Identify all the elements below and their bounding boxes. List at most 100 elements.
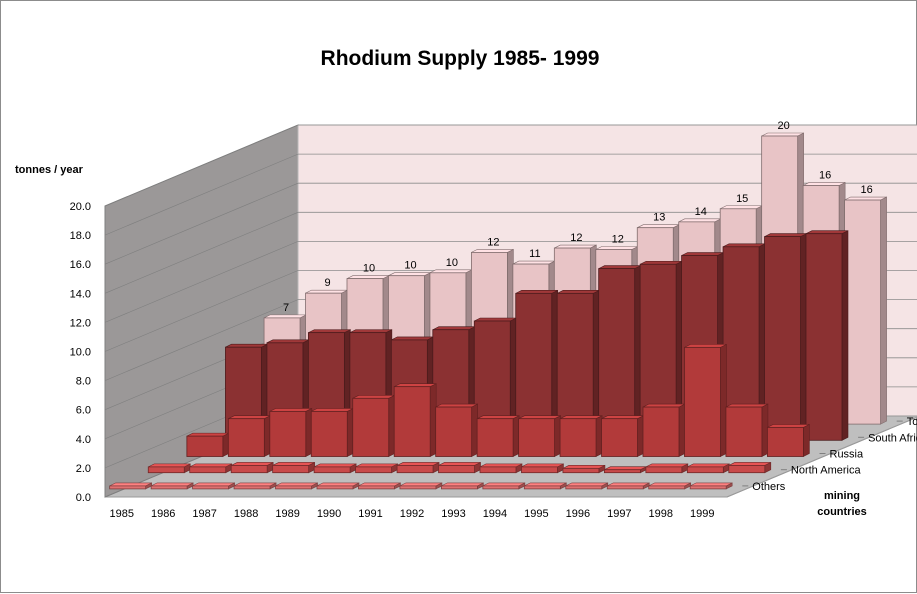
bar-top — [595, 246, 638, 250]
bar-front — [189, 466, 227, 474]
bar-top — [521, 463, 564, 468]
bar — [805, 230, 849, 441]
x-tick-label: 1994 — [483, 508, 507, 520]
x-tick-label: 1998 — [649, 508, 673, 520]
bar-top — [639, 260, 683, 265]
data-label: 16 — [819, 169, 831, 181]
bar-front — [310, 410, 348, 457]
bar — [844, 196, 887, 425]
bar-top — [802, 182, 846, 186]
bar — [358, 482, 401, 490]
bar-top — [438, 462, 481, 466]
x-tick-label: 1993 — [441, 508, 465, 520]
bar — [766, 423, 810, 457]
bar-top — [482, 482, 525, 487]
bar — [479, 463, 523, 474]
y-tick-label: 12.0 — [70, 317, 91, 329]
bar-top — [565, 482, 608, 487]
bar — [689, 482, 733, 490]
bar-front — [358, 485, 395, 490]
bar — [601, 415, 644, 457]
bar-front — [642, 406, 680, 457]
bar-top — [805, 230, 849, 234]
bar-top — [642, 403, 686, 408]
bar-front — [728, 465, 766, 474]
bar-front — [562, 467, 600, 474]
bar — [440, 482, 484, 490]
bar-top — [352, 394, 395, 399]
bar — [186, 432, 230, 457]
bar-top — [225, 343, 268, 348]
bar-top — [648, 482, 691, 487]
bar-front — [523, 485, 561, 490]
bar-top — [725, 403, 769, 408]
bar-front — [686, 466, 724, 474]
bar-top — [761, 132, 804, 137]
bar-side — [841, 230, 849, 441]
bar — [147, 463, 191, 474]
bar-front — [805, 233, 843, 441]
bar — [313, 463, 357, 474]
bar — [606, 482, 650, 490]
data-label: 7 — [283, 302, 289, 314]
bar — [725, 403, 769, 457]
bar-front — [648, 485, 686, 490]
bar-top — [186, 432, 229, 437]
bar — [269, 407, 313, 457]
bar — [562, 464, 606, 474]
bar-front — [352, 397, 390, 457]
bar-top — [557, 290, 600, 294]
x-tick-label: 1995 — [524, 508, 548, 520]
y-tick-label: 20.0 — [70, 201, 91, 213]
bar — [109, 482, 152, 490]
data-label: 10 — [446, 257, 458, 269]
data-label: 12 — [570, 232, 582, 244]
bar-top — [231, 462, 274, 466]
series-axis-label: North America — [791, 465, 862, 477]
chart-title: Rhodium Supply 1985- 1999 — [321, 47, 600, 70]
bar-front — [227, 418, 265, 457]
bar-top — [515, 290, 558, 294]
bar-front — [684, 346, 721, 457]
bar-front — [482, 485, 520, 490]
gridline-side — [104, 153, 299, 236]
x-tick-label: 1991 — [358, 508, 382, 520]
y-tick-label: 2.0 — [76, 463, 91, 475]
y-tick-label: 6.0 — [76, 405, 91, 417]
data-label: 15 — [736, 193, 748, 205]
bar-front — [565, 485, 603, 490]
bar-top — [720, 205, 763, 210]
x-tick-label: 1992 — [400, 508, 424, 520]
bar — [192, 482, 235, 490]
bar-top — [355, 463, 398, 468]
bar — [764, 233, 807, 441]
bar-top — [394, 383, 437, 387]
bar-front — [645, 466, 683, 474]
bar-top — [645, 463, 688, 468]
bar — [352, 394, 396, 457]
bar-front — [603, 469, 641, 474]
bar-front — [438, 465, 475, 474]
bar-front — [479, 466, 517, 474]
bar-side — [803, 423, 810, 457]
bar-front — [396, 465, 434, 474]
gridline-side — [104, 124, 299, 207]
bar-top — [604, 466, 647, 471]
bar — [435, 403, 478, 457]
bar-top — [562, 465, 606, 469]
data-label: 12 — [487, 236, 499, 248]
x-tick-label: 1988 — [234, 508, 258, 520]
x-tick-label: 1986 — [151, 508, 175, 520]
bar-top — [687, 463, 730, 468]
bar-front — [186, 435, 224, 457]
bar-top — [150, 482, 194, 487]
y-axis-ticks: 0.0 2.0 4.0 6.0 8.0 10.0 12.0 14.0 16.0 18.0 20.0 — [70, 201, 91, 504]
bar-top — [681, 252, 724, 256]
bar-front — [518, 418, 555, 457]
bar-top — [684, 344, 727, 348]
bar-top — [722, 243, 766, 248]
bar-top — [512, 260, 555, 265]
x-tick-label: 1996 — [566, 508, 590, 520]
bar — [559, 415, 603, 457]
